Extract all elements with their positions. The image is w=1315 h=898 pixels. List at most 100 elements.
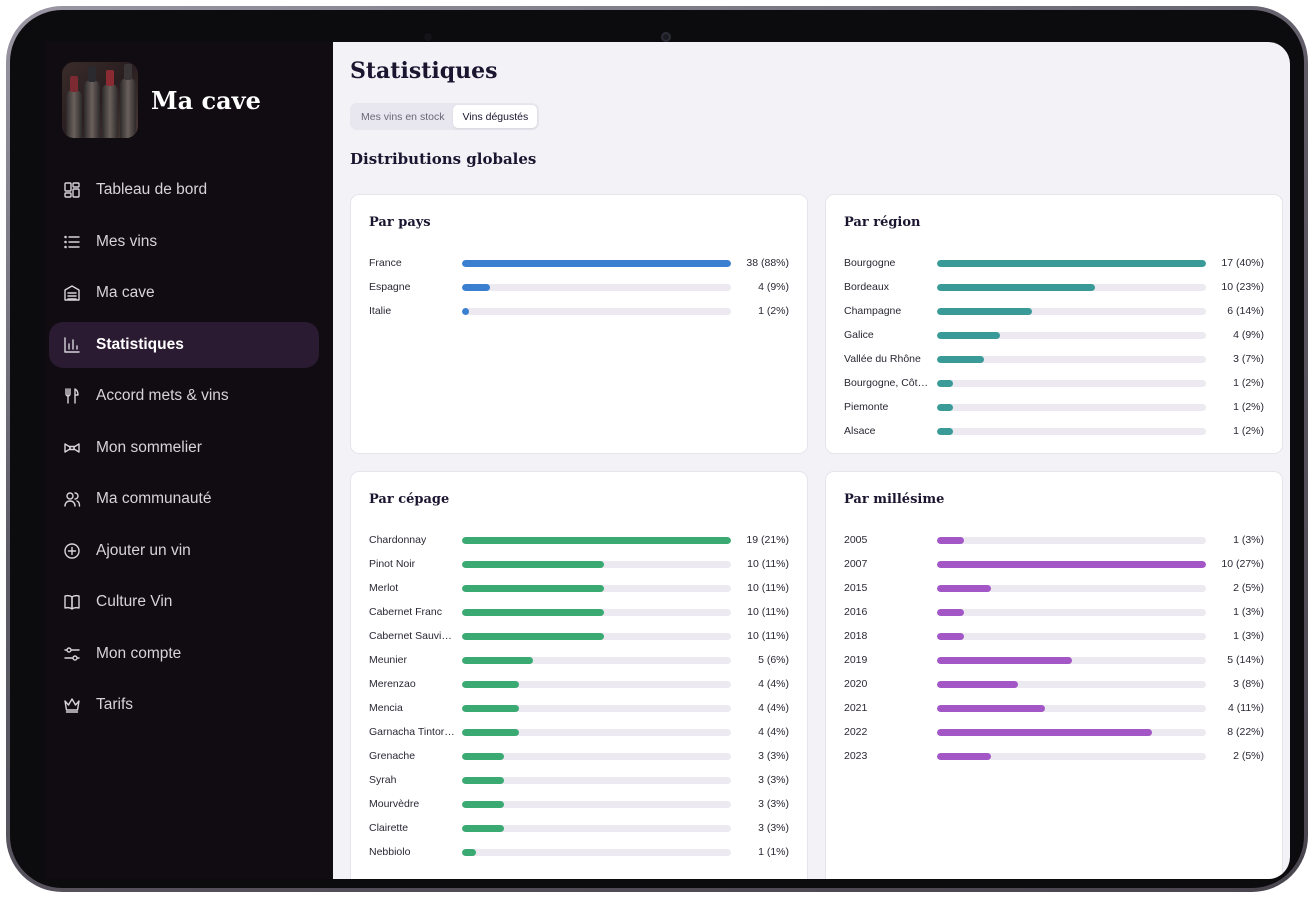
bar-row: Alsace 1 (2%) [844,419,1264,443]
card-title: Par millésime [844,492,945,507]
bar-row: Mourvèdre 3 (3%) [369,792,789,816]
bar-value: 3 (7%) [1233,353,1264,365]
bar-fill [937,656,1072,664]
bar-label: 2022 [844,726,868,738]
bar-fill [462,632,604,640]
bar-track [462,608,731,616]
bar-value: 1 (3%) [1233,534,1264,546]
bar-label: Garnacha Tintor… [369,726,455,738]
bar-fill [462,824,505,832]
bar-row: Bordeaux 10 (23%) [844,275,1264,299]
sidebar-item-3[interactable]: Statistiques [49,321,319,368]
bar-fill [937,560,1206,568]
cellar-icon [63,284,81,302]
bar-row: France 38 (88%) [369,251,789,275]
bar-fill [462,848,477,856]
bar-row: Meunier 5 (6%) [369,648,789,672]
bar-fill [937,283,1096,291]
bar-row: Italie 1 (2%) [369,299,789,323]
bar-fill [462,680,519,688]
bar-list: Bourgogne 17 (40%) Bordeaux 10 (23%) Champag… [844,251,1264,443]
sidebar-item-label: Tableau de bord [96,181,208,198]
sidebar-item-2[interactable]: Ma cave [49,270,319,316]
bar-label: 2007 [844,558,868,570]
bar-track [462,728,731,736]
bar-track [462,259,731,267]
bar-value: 3 (3%) [758,798,789,810]
bar-value: 10 (11%) [747,606,789,618]
bar-fill [462,536,731,544]
sidebar-item-5[interactable]: Mon sommelier [49,425,319,471]
bar-track [937,680,1206,688]
bar-track [462,704,731,712]
bar-fill [937,307,1032,315]
sidebar-item-6[interactable]: Ma communauté [49,476,319,522]
bar-value: 1 (2%) [758,305,789,317]
page-title: Statistiques [350,58,498,84]
dashboard-icon [63,181,81,199]
bar-row: Cabernet Franc 10 (11%) [369,600,789,624]
bar-track [462,776,731,784]
bar-label: Clairette [369,822,409,834]
settings-sliders-icon [63,645,81,663]
bar-track [937,536,1206,544]
bowtie-icon [63,439,81,457]
card-title: Par cépage [369,492,450,507]
sidebar-item-label: Ajouter un vin [96,541,191,559]
utensils-icon [63,387,81,405]
bar-row: Piemonte 1 (2%) [844,395,1264,419]
bar-row: 2020 3 (8%) [844,672,1264,696]
bar-track [462,752,731,760]
bar-row: Merenzao 4 (4%) [369,672,789,696]
bar-track [937,259,1206,267]
brand[interactable]: Ma cave [62,62,261,138]
sidebar-item-0[interactable]: Tableau de bord [49,167,319,213]
bar-value: 2 (5%) [1233,582,1264,594]
bar-fill [462,656,533,664]
sidebar-item-7[interactable]: Ajouter un vin [49,528,319,574]
bar-track [462,536,731,544]
tab-tasted[interactable]: Vins dégustés [453,105,538,128]
bar-track [462,307,731,315]
bar-row: Clairette 3 (3%) [369,816,789,840]
bar-track [937,560,1206,568]
bar-value: 1 (2%) [1233,377,1264,389]
bar-track [937,283,1206,291]
bar-track [937,656,1206,664]
bar-label: Mourvèdre [369,798,420,810]
bar-label: Galice [844,329,874,341]
view-toggle: Mes vins en stock Vins dégustés [350,103,540,130]
bar-row: 2015 2 (5%) [844,576,1264,600]
app-name: Ma cave [151,85,261,115]
bar-label: Chardonnay [369,534,427,546]
sidebar-item-9[interactable]: Mon compte [49,631,319,677]
tab-stock[interactable]: Mes vins en stock [361,110,445,123]
card-cepage: Par cépage Chardonnay 19 (21%) Pinot Noir 1… [350,471,808,879]
sidebar: Ma cave Tableau de bord Mes vins Ma cave St… [46,42,333,879]
camera-icon [661,32,671,42]
section-title: Distributions globales [350,150,537,168]
bar-row: Nebbiolo 1 (1%) [369,840,789,864]
sidebar-item-8[interactable]: Culture Vin [49,579,319,625]
bar-row: 2005 1 (3%) [844,528,1264,552]
bar-list: Chardonnay 19 (21%) Pinot Noir 10 (11%) Merl… [369,528,789,864]
bar-value: 10 (11%) [747,630,789,642]
bar-fill [462,259,731,267]
bar-row: Chardonnay 19 (21%) [369,528,789,552]
bar-row: Bourgogne 17 (40%) [844,251,1264,275]
bar-value: 3 (3%) [758,750,789,762]
card-region: Par région Bourgogne 17 (40%) Bordeaux 10 (… [825,194,1283,454]
sidebar-item-1[interactable]: Mes vins [49,219,319,265]
bar-label: Vallée du Rhône [844,353,921,365]
sidebar-item-4[interactable]: Accord mets & vins [49,373,319,419]
sidebar-item-label: Mon sommelier [96,438,202,456]
bar-track [462,800,731,808]
bar-track [937,355,1206,363]
bar-track [462,283,731,291]
bar-row: Garnacha Tintor… 4 (4%) [369,720,789,744]
bar-row: Bourgogne, Côte… 1 (2%) [844,371,1264,395]
sidebar-item-10[interactable]: Tarifs [49,682,319,728]
bar-label: 2023 [844,750,868,762]
bar-label: 2019 [844,654,868,666]
bar-row: 2021 4 (11%) [844,696,1264,720]
